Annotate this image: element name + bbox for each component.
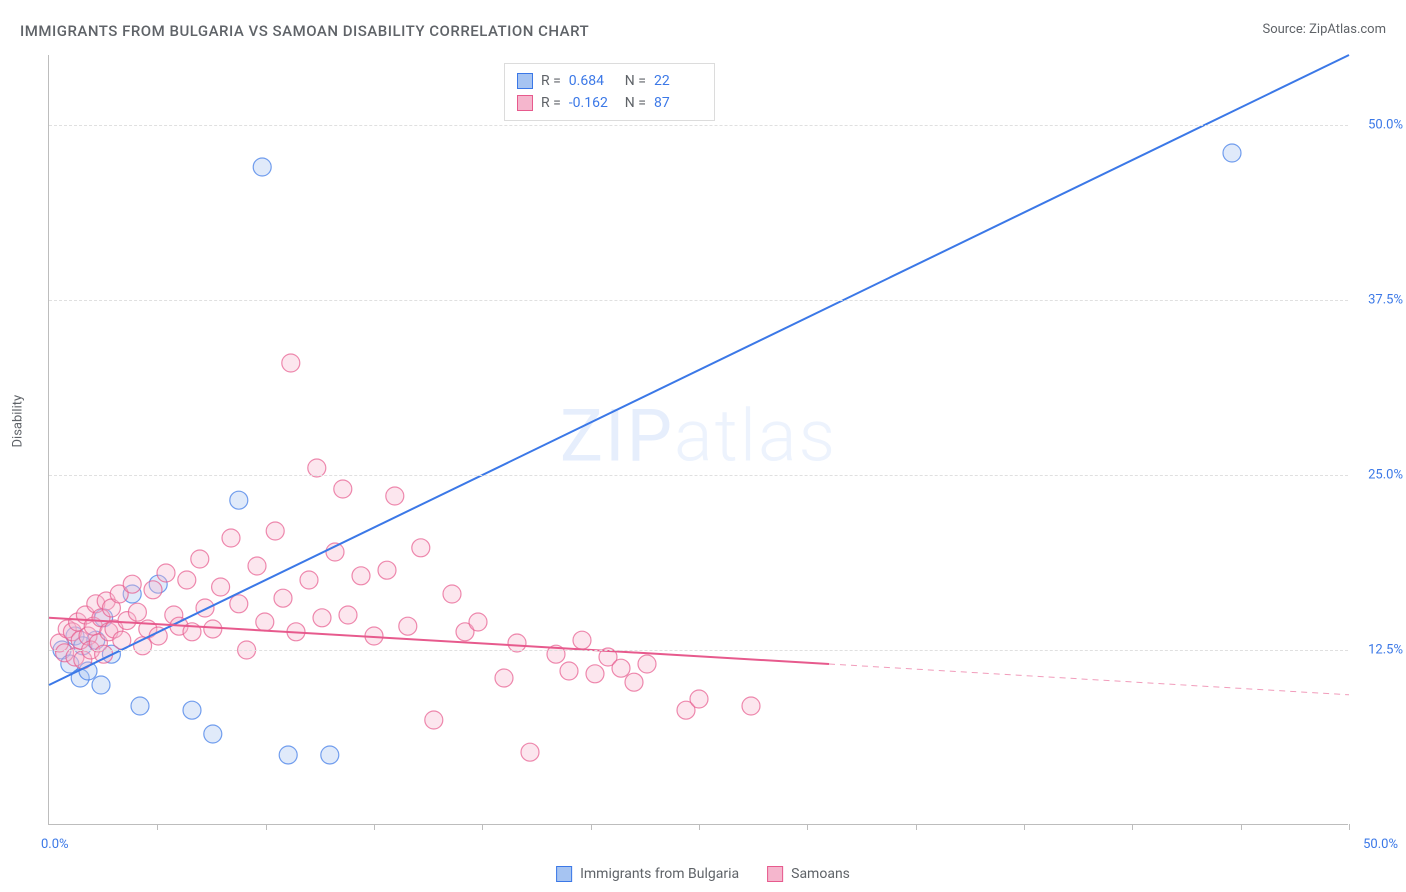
scatter-point — [274, 589, 292, 607]
source-label: Source: ZipAtlas.com — [1262, 22, 1386, 37]
scatter-point — [352, 567, 370, 585]
x-tick — [1349, 824, 1350, 830]
scatter-point — [222, 529, 240, 547]
scatter-point — [183, 701, 201, 719]
plot-area: ZIPatlas R =0.684N =22R =-0.162N =87 12.… — [48, 55, 1348, 825]
scatter-point — [123, 575, 141, 593]
x-tick — [1024, 824, 1025, 830]
scatter-point — [469, 613, 487, 631]
x-tick-label-left: 0.0% — [41, 837, 69, 852]
scatter-point — [521, 743, 539, 761]
x-tick — [482, 824, 483, 830]
scatter-point — [204, 725, 222, 743]
x-tick — [266, 824, 267, 830]
scatter-point — [339, 606, 357, 624]
trend-line-dashed — [829, 664, 1349, 695]
gridline — [49, 650, 1348, 651]
x-tick — [374, 824, 375, 830]
x-tick — [591, 824, 592, 830]
plot-svg — [49, 55, 1348, 824]
x-tick-label-right: 50.0% — [1363, 837, 1398, 852]
stats-row: R = 0.684 N = 22 — [517, 70, 702, 92]
scatter-point — [300, 571, 318, 589]
x-tick — [157, 824, 158, 830]
scatter-point — [178, 571, 196, 589]
stat-n-value: 87 — [654, 92, 702, 114]
stat-n-value: 22 — [654, 70, 702, 92]
scatter-point — [495, 669, 513, 687]
scatter-point — [573, 631, 591, 649]
y-axis-label: Disability — [11, 395, 26, 448]
scatter-point — [313, 609, 331, 627]
scatter-point — [157, 564, 175, 582]
y-tick-label: 25.0% — [1368, 468, 1403, 483]
scatter-point — [386, 487, 404, 505]
scatter-point — [248, 557, 266, 575]
stats-row: R = -0.162 N = 87 — [517, 92, 702, 114]
legend-label: Samoans — [791, 866, 850, 882]
bottom-legend: Immigrants from Bulgaria Samoans — [556, 866, 850, 882]
scatter-point — [212, 578, 230, 596]
legend-swatch — [517, 73, 533, 89]
scatter-point — [625, 673, 643, 691]
scatter-point — [230, 491, 248, 509]
scatter-point — [204, 620, 222, 638]
scatter-point — [690, 690, 708, 708]
legend-swatch — [767, 866, 783, 882]
scatter-point — [412, 539, 430, 557]
x-tick — [699, 824, 700, 830]
stat-n-label: N = — [625, 70, 646, 92]
stats-box: R = 0.684 N = 22 R = -0.162 N = 87 — [504, 63, 715, 121]
scatter-point — [1223, 144, 1241, 162]
legend-item: Immigrants from Bulgaria — [556, 866, 739, 882]
y-tick-label: 50.0% — [1368, 118, 1403, 133]
scatter-point — [399, 617, 417, 635]
scatter-point — [378, 561, 396, 579]
trend-line — [49, 55, 1349, 685]
scatter-point — [612, 659, 630, 677]
stat-r-label: R = — [541, 70, 561, 92]
stat-r-label: R = — [541, 92, 561, 114]
legend-swatch — [556, 866, 572, 882]
gridline — [49, 125, 1348, 126]
scatter-point — [279, 746, 297, 764]
y-tick-label: 37.5% — [1368, 293, 1403, 308]
scatter-point — [742, 697, 760, 715]
scatter-point — [253, 158, 271, 176]
stat-r-value: -0.162 — [569, 92, 617, 114]
x-tick — [1132, 824, 1133, 830]
x-tick — [1241, 824, 1242, 830]
scatter-point — [425, 711, 443, 729]
scatter-point — [560, 662, 578, 680]
scatter-point — [191, 550, 209, 568]
scatter-point — [92, 676, 110, 694]
x-tick — [807, 824, 808, 830]
scatter-point — [321, 746, 339, 764]
gridline — [49, 300, 1348, 301]
scatter-point — [334, 480, 352, 498]
scatter-point — [443, 585, 461, 603]
x-tick — [916, 824, 917, 830]
stat-r-value: 0.684 — [569, 70, 617, 92]
scatter-point — [196, 599, 214, 617]
scatter-point — [586, 665, 604, 683]
legend-label: Immigrants from Bulgaria — [580, 866, 739, 882]
scatter-point — [638, 655, 656, 673]
chart-title: IMMIGRANTS FROM BULGARIA VS SAMOAN DISAB… — [20, 22, 589, 40]
y-tick-label: 12.5% — [1368, 643, 1403, 658]
legend-swatch — [517, 95, 533, 111]
scatter-point — [266, 522, 284, 540]
scatter-point — [131, 697, 149, 715]
scatter-point — [282, 354, 300, 372]
scatter-point — [144, 581, 162, 599]
legend-item: Samoans — [767, 866, 850, 882]
scatter-point — [256, 613, 274, 631]
scatter-point — [128, 603, 146, 621]
scatter-point — [230, 595, 248, 613]
gridline — [49, 475, 1348, 476]
stat-n-label: N = — [625, 92, 646, 114]
